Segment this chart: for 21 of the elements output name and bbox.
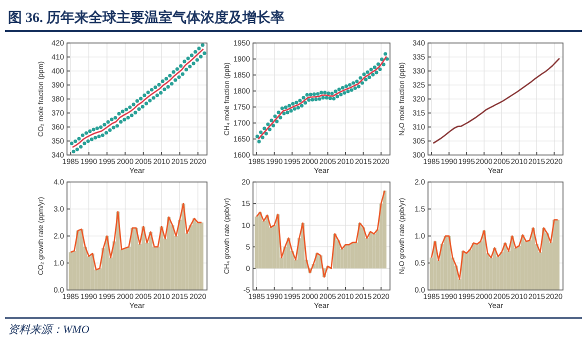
bar [531,228,535,290]
line-series [70,202,202,270]
text: 资料来源：WMO [8,323,90,336]
line-series [256,190,386,278]
bar [80,229,84,290]
bar [382,190,386,268]
bar [362,227,366,268]
line-series [430,219,558,280]
bar [510,236,514,290]
bar [130,228,134,290]
line-series [432,58,560,144]
bar [68,252,72,290]
bar [134,228,138,290]
bar [542,228,546,290]
bar [160,226,164,290]
chart-title: 图 36. 历年来全球主要温室气体浓度及增长率 [8,9,284,26]
bar [556,220,560,290]
bar [265,215,270,268]
bar [552,220,556,290]
bar [192,218,196,290]
bar [200,222,204,290]
